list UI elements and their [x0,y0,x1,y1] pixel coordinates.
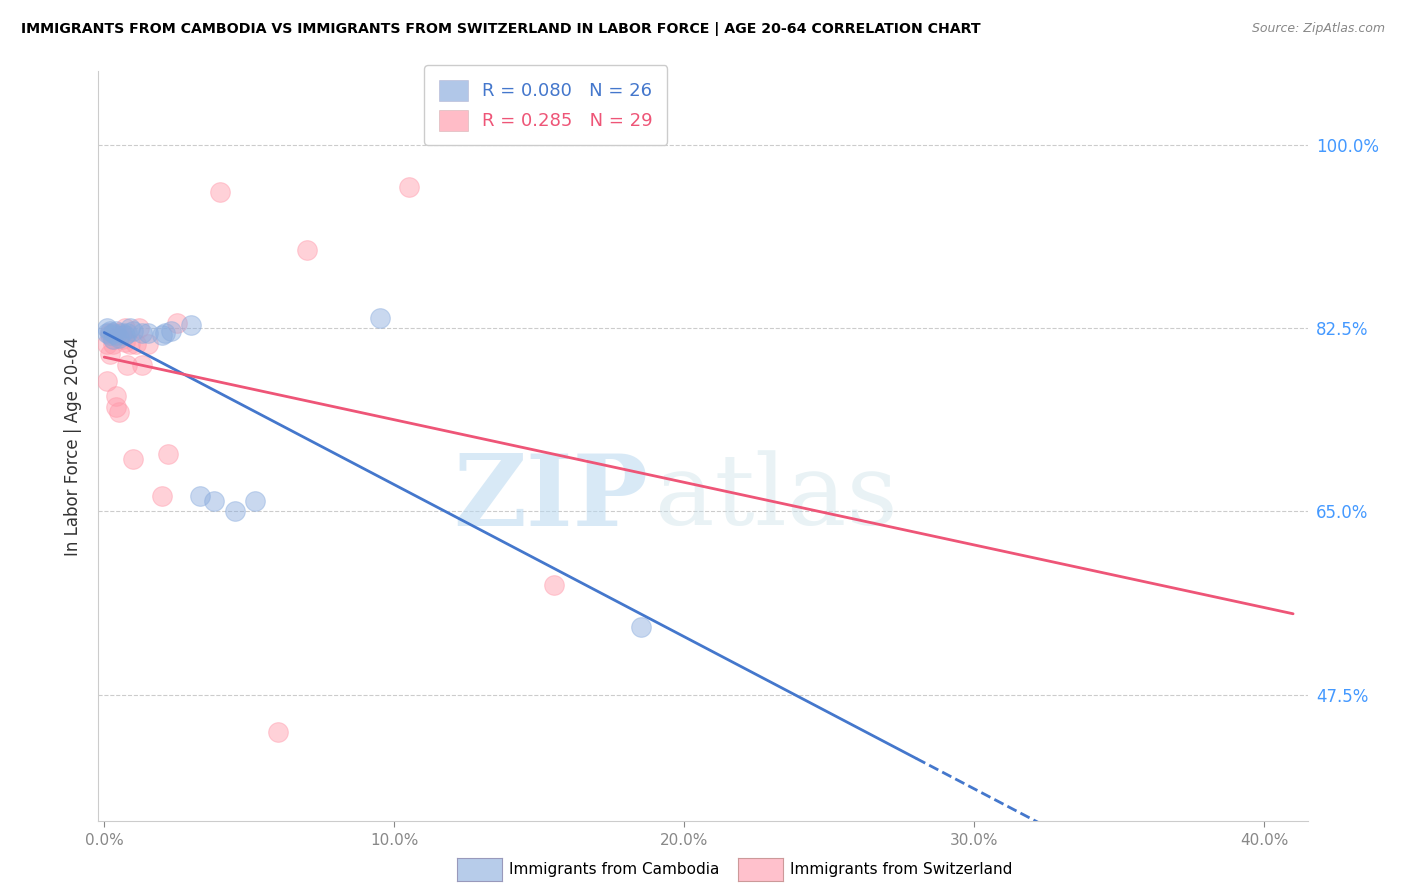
Text: Source: ZipAtlas.com: Source: ZipAtlas.com [1251,22,1385,36]
Point [295,243,318,257]
Text: IMMIGRANTS FROM CAMBODIA VS IMMIGRANTS FROM SWITZERLAND IN LABOR FORCE | AGE 20-: IMMIGRANTS FROM CAMBODIA VS IMMIGRANTS F… [21,22,981,37]
Point [96,326,118,341]
Text: Immigrants from Cambodia: Immigrants from Cambodia [509,863,720,877]
Point [150,328,173,343]
Point [153,326,176,341]
Point [114,328,136,343]
Point [104,324,127,338]
Point [96,321,118,335]
Point [101,332,124,346]
Point [98,326,121,341]
Point [128,321,150,335]
Point [101,332,124,346]
Point [368,310,391,325]
Point [98,324,121,338]
Point [107,330,129,344]
Point [150,489,173,503]
Point [224,504,246,518]
Point [131,358,153,372]
Point [136,326,159,341]
Point [543,578,565,592]
Point [398,179,420,194]
Point [107,405,129,419]
Point [96,336,118,351]
Text: Immigrants from Switzerland: Immigrants from Switzerland [790,863,1012,877]
Point [101,326,124,341]
Y-axis label: In Labor Force | Age 20-64: In Labor Force | Age 20-64 [63,336,82,556]
Point [104,328,127,343]
Point [110,326,132,341]
Point [209,185,232,199]
Point [630,620,652,634]
Point [160,324,183,338]
Point [267,724,290,739]
Point [110,328,132,343]
Point [156,447,179,461]
Text: atlas: atlas [655,450,897,546]
Point [117,358,139,372]
Point [243,494,266,508]
Point [120,321,142,335]
Point [125,336,148,351]
Legend: R = 0.080   N = 26, R = 0.285   N = 29: R = 0.080 N = 26, R = 0.285 N = 29 [425,65,668,145]
Point [96,374,118,388]
Point [136,336,159,351]
Point [180,318,202,332]
Point [188,489,211,503]
Point [120,336,142,351]
Point [98,347,121,361]
Point [131,326,153,341]
Text: ZIP: ZIP [454,450,648,547]
Point [101,336,124,351]
Point [117,326,139,341]
Point [122,452,145,467]
Point [166,316,188,330]
Point [104,389,127,403]
Point [114,321,136,335]
Point [107,326,129,341]
Point [110,332,132,346]
Point [202,494,225,508]
Point [122,324,145,338]
Point [98,328,121,343]
Point [114,334,136,349]
Point [104,400,127,414]
